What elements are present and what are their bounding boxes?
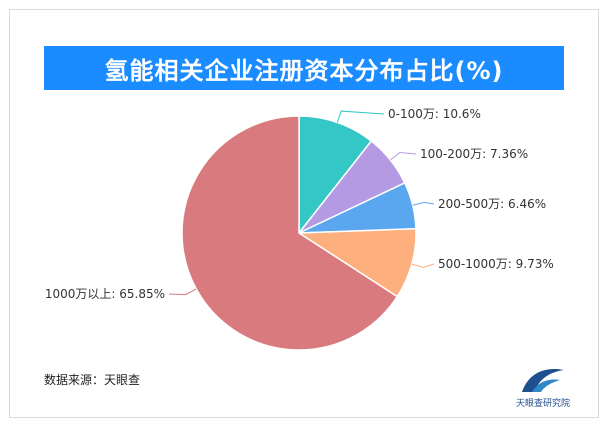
label-leader-line <box>390 152 417 161</box>
slice-label: 200-500万: 6.46% <box>438 197 546 211</box>
pie-slice <box>298 115 373 236</box>
label-leader-line <box>411 263 435 268</box>
label-leader-line <box>412 201 435 206</box>
data-source: 数据来源：天眼查 <box>44 373 141 387</box>
label-leader-line <box>336 110 385 123</box>
slice-label: 500-1000万: 9.73% <box>438 257 554 271</box>
logo: 天眼查研究院 <box>508 360 578 410</box>
slice-label: 0-100万: 10.6% <box>388 107 481 121</box>
title-bar: 氢能相关企业注册资本分布占比(%) <box>44 46 564 90</box>
label-leader-line <box>168 288 197 296</box>
slice-label: 1000万以上: 65.85% <box>45 287 165 301</box>
chart-title: 氢能相关企业注册资本分布占比(%) <box>104 56 504 85</box>
logo-text: 天眼查研究院 <box>515 399 570 409</box>
tianyancha-logo-icon <box>522 368 564 392</box>
slice-label: 100-200万: 7.36% <box>420 147 528 161</box>
